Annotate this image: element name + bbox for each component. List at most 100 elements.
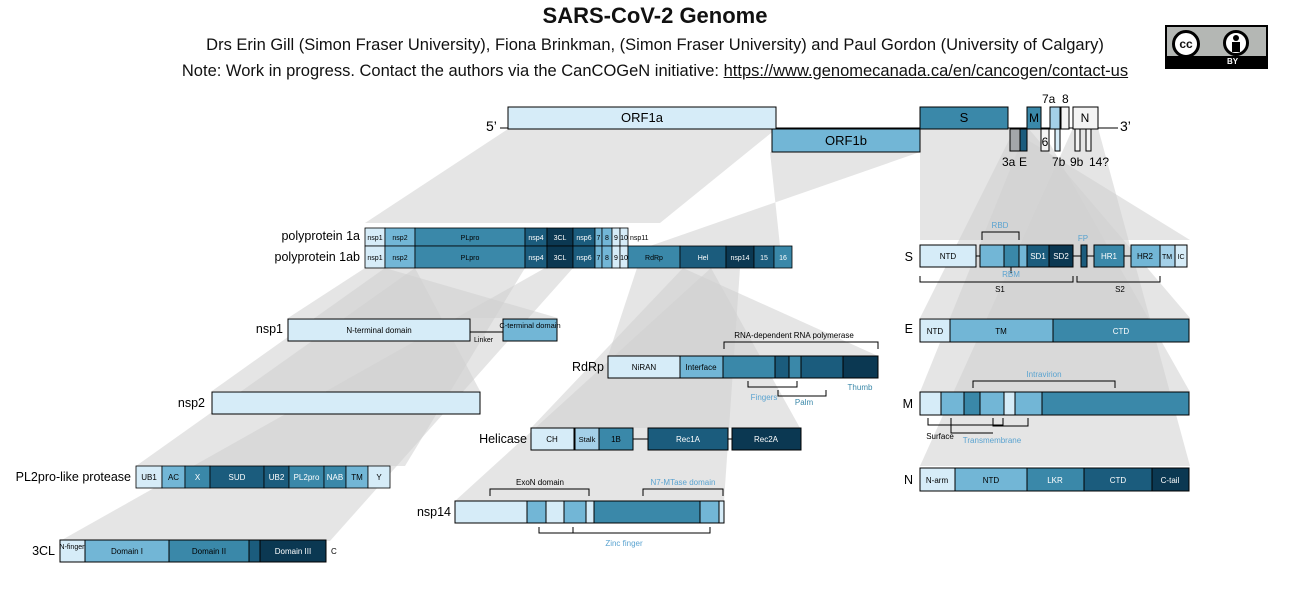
membrane-tm2-block bbox=[979, 391, 1005, 416]
nsp14-f-block bbox=[699, 500, 720, 524]
pl2pro-seg-8-block bbox=[367, 465, 391, 489]
n-gene-label: N bbox=[1081, 111, 1090, 125]
pp1a-seg-6-label: 7 bbox=[597, 235, 601, 242]
pp1ab-seg-1-label: nsp2 bbox=[392, 255, 407, 262]
nucleocapsid-ctd-label: CTD bbox=[1110, 476, 1127, 485]
orf9b-label: 9b bbox=[1070, 155, 1084, 169]
rdrp-thumb-block bbox=[842, 355, 879, 379]
3cl-domain1-label: Domain I bbox=[111, 547, 143, 556]
spike-rbd-label: RBD bbox=[992, 221, 1009, 230]
pp1ab-seg-9-label: 10 bbox=[620, 255, 628, 262]
orf6-label: 6 bbox=[1042, 135, 1049, 149]
orf1a-block bbox=[507, 106, 777, 130]
helicase-ch-label: CH bbox=[546, 435, 558, 444]
helicase-label: Helicase bbox=[479, 432, 527, 446]
pp1a-seg-0-label: nsp1 bbox=[367, 235, 382, 242]
rdrp-palm-block bbox=[774, 355, 790, 379]
rdrp-palm2-block bbox=[800, 355, 844, 379]
authors-line: Drs Erin Gill (Simon Fraser University),… bbox=[206, 36, 1104, 54]
rdrp-thumb-label: Thumb bbox=[848, 383, 873, 392]
envelope-ctd-block bbox=[1052, 318, 1190, 343]
polyprotein-1a-label: polyprotein 1a bbox=[281, 229, 360, 243]
envelope-tm-label: TM bbox=[995, 327, 1007, 336]
membrane-intravirion-label: Intravirion bbox=[1026, 370, 1061, 379]
spike-rbm-label: RBM bbox=[1002, 270, 1020, 279]
rdrp-interface-label: Interface bbox=[685, 363, 717, 372]
nucleocapsid-ctail-label: C-tail bbox=[1161, 476, 1180, 485]
nucleocapsid-label: N bbox=[904, 473, 913, 487]
genome-map: 5’ ORF1a ORF1b S M 6 N 3’ 7a 8 3a E 7b 9… bbox=[486, 92, 1131, 169]
membrane-panel: M Intravirion Surface Transmembrane bbox=[903, 370, 1190, 445]
membrane-surface-label: Surface bbox=[926, 432, 954, 441]
3cl-label: 3CL bbox=[32, 544, 55, 558]
pp1ab-seg-8-label: 9 bbox=[614, 255, 618, 262]
orf9b-block bbox=[1074, 128, 1081, 152]
orf1b-block bbox=[771, 128, 921, 153]
spike-label: S bbox=[905, 250, 913, 264]
rdrp-panel: RdRp RNA-dependent RNA polymerase NiRAN … bbox=[572, 331, 879, 407]
3cl-domain3-block bbox=[259, 539, 327, 563]
nsp1-ntd-label: N-terminal domain bbox=[346, 326, 411, 335]
orf8-block bbox=[1060, 106, 1070, 130]
pp1a-seg-1-label: nsp2 bbox=[392, 235, 407, 242]
envelope-ctd-label: CTD bbox=[1113, 327, 1130, 336]
pl2pro-seg-4-label: UB2 bbox=[269, 473, 285, 482]
page-title: SARS-CoV-2 Genome bbox=[542, 3, 768, 28]
3cl-nfinger-label: N-finger bbox=[60, 544, 86, 551]
m-gene-label: M bbox=[1029, 111, 1039, 125]
spike-rbm-block bbox=[1003, 244, 1020, 268]
pp1a-seg-3-label: nsp4 bbox=[528, 235, 543, 242]
spike-hr1-label: HR1 bbox=[1101, 252, 1118, 261]
nsp14-panel: nsp14 ExoN domain N7-MTase domain Zinc f… bbox=[417, 478, 725, 548]
spike-s2-label: S2 bbox=[1115, 285, 1125, 294]
spike-sd2-label: SD2 bbox=[1053, 252, 1069, 261]
contact-link[interactable]: https://www.genomecanada.ca/en/cancogen/… bbox=[723, 62, 1129, 80]
by-label: BY bbox=[1227, 57, 1239, 66]
helicase-ch-block bbox=[530, 427, 575, 451]
s-gene-block bbox=[919, 106, 1009, 130]
rdrp-palm-label: Palm bbox=[795, 398, 814, 407]
s-gene-label: S bbox=[960, 110, 969, 125]
membrane-tm3-block bbox=[1014, 391, 1043, 416]
spike-fp-block bbox=[1080, 244, 1088, 268]
note-line: Note: Work in progress. Contact the auth… bbox=[0, 62, 1310, 81]
spike-s1-label: S1 bbox=[995, 285, 1005, 294]
spike-ic-label: IC bbox=[1178, 254, 1185, 261]
membrane-transmembrane-label: Transmembrane bbox=[963, 436, 1022, 445]
3cl-panel: 3CL N-finger Domain I Domain II Domain I… bbox=[32, 539, 337, 563]
orf3a-block bbox=[1009, 128, 1021, 152]
pl2pro-label: PL2pro-like protease bbox=[16, 470, 131, 484]
nucleocapsid-panel: N N-arm NTD LKR CTD C-tail bbox=[904, 467, 1190, 492]
pl2pro-seg-7-label: TM bbox=[351, 473, 363, 482]
orf1a-label: ORF1a bbox=[621, 110, 664, 125]
note-text: Note: Work in progress. Contact the auth… bbox=[181, 62, 724, 80]
helicase-rec1a-label: Rec1A bbox=[676, 435, 701, 444]
spike-panel: S RBD FP NTD SD1 SD2 HR1 HR2 TM IC RBM S… bbox=[905, 221, 1188, 294]
spike-hr2-label: HR2 bbox=[1137, 252, 1154, 261]
cc-by-license-badge[interactable]: cc BY bbox=[1165, 25, 1268, 69]
pl2pro-seg-3-label: SUD bbox=[229, 473, 246, 482]
person-icon bbox=[1223, 30, 1249, 56]
3cl-linker-block bbox=[248, 539, 261, 563]
spike-rbd2-block bbox=[1018, 244, 1028, 268]
nsp2-block bbox=[211, 391, 481, 415]
nsp1-linker-label: Linker bbox=[474, 337, 494, 344]
pl2pro-panel: PL2pro-like protease UB1 AC X SUD UB2 PL2pro N… bbox=[16, 465, 391, 489]
pp1ab-seg-5-label: nsp6 bbox=[576, 255, 591, 262]
pp1a-seg-9-label: 10 bbox=[620, 235, 628, 242]
nsp2-label: nsp2 bbox=[178, 396, 205, 410]
pp1ab-seg-7-label: 8 bbox=[605, 255, 609, 262]
orf8-label: 8 bbox=[1062, 92, 1069, 106]
helicase-panel: Helicase CH Stalk 1B Rec1A Rec2A bbox=[479, 427, 802, 451]
helicase-1b-label: 1B bbox=[611, 435, 621, 444]
pp1ab-seg-13-label: 15 bbox=[760, 255, 768, 262]
spike-rbd-block bbox=[979, 244, 1005, 268]
rdrp-fingers-label: Fingers bbox=[751, 393, 778, 402]
pp1ab-seg-6-label: 7 bbox=[597, 255, 601, 262]
nsp14-g-block bbox=[718, 500, 725, 524]
nsp2-panel: nsp2 bbox=[178, 391, 481, 415]
nsp1-ntd-block bbox=[287, 318, 471, 342]
pp1a-seg-5-label: nsp6 bbox=[576, 235, 591, 242]
nsp14-exon-label: ExoN domain bbox=[516, 478, 564, 487]
